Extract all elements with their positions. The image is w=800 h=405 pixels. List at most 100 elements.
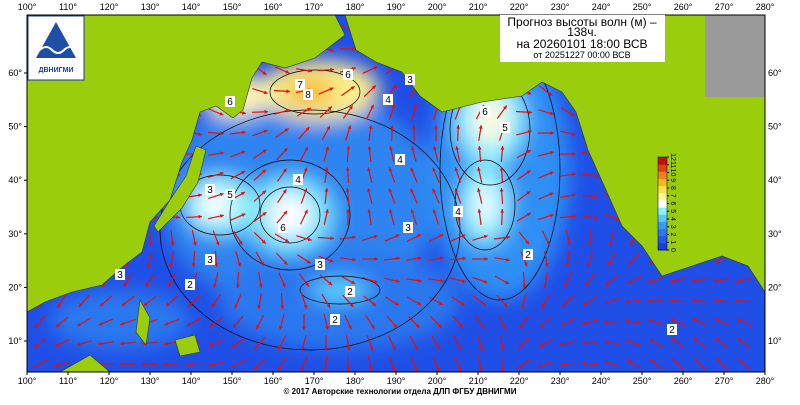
lon-label-top: 260° bbox=[674, 2, 693, 12]
lon-label-bottom: 210° bbox=[469, 376, 488, 386]
colorbar-segment bbox=[658, 214, 667, 222]
colorbar-segment bbox=[658, 229, 667, 237]
lon-label-bottom: 100° bbox=[18, 376, 37, 386]
colorbar-label: 9 bbox=[669, 178, 676, 182]
map-area: 8 6 7 6 4 3 5 3 6 4 3 2 3 2 6 5 4 4 3 2 2 3 2 bbox=[27, 15, 765, 372]
lat-label-right: 10° bbox=[768, 336, 782, 346]
colorbar-segment bbox=[658, 207, 667, 215]
lon-label-top: 200° bbox=[428, 2, 447, 12]
contour-label: 2 bbox=[525, 250, 531, 261]
contour-label: 3 bbox=[207, 255, 213, 266]
contour-label: 2 bbox=[187, 280, 193, 291]
lat-label-left: 60° bbox=[8, 68, 22, 78]
lon-label-top: 150° bbox=[223, 2, 242, 12]
colorbar-label: 6 bbox=[669, 202, 676, 206]
colorbar-segment bbox=[658, 164, 667, 172]
colorbar-segment bbox=[658, 221, 667, 229]
lon-label-top: 110° bbox=[59, 2, 77, 12]
lat-label-right: 50° bbox=[768, 122, 782, 132]
lon-label-bottom: 230° bbox=[551, 376, 570, 386]
lat-label-left: 10° bbox=[8, 336, 22, 346]
contour-label: 3 bbox=[407, 75, 413, 86]
contour-label: 2 bbox=[669, 325, 675, 336]
colorbar-label: 5 bbox=[669, 209, 676, 213]
no-data-area bbox=[705, 15, 765, 97]
lon-label-bottom: 160° bbox=[264, 376, 283, 386]
colorbar-segment bbox=[658, 186, 667, 194]
title-box: Прогноз высоты волн (м) – 138ч. на 20260… bbox=[500, 15, 665, 62]
colorbar-segment bbox=[658, 236, 667, 244]
lon-label-bottom: 280° bbox=[756, 376, 775, 386]
lon-label-top: 140° bbox=[182, 2, 201, 12]
lon-label-bottom: 140° bbox=[182, 376, 201, 386]
contour-label: 3 bbox=[117, 270, 123, 281]
contour-label: 6 bbox=[227, 97, 233, 108]
colorbar-label: 1 bbox=[669, 240, 676, 244]
contour-label: 4 bbox=[385, 95, 391, 106]
logo: ДВНИГМИ bbox=[28, 16, 84, 80]
contour-label: 8 bbox=[305, 90, 311, 101]
lat-label-right: 40° bbox=[768, 175, 782, 185]
contour-label: 6 bbox=[345, 70, 351, 81]
contour-label: 6 bbox=[482, 107, 488, 118]
lon-label-bottom: 260° bbox=[674, 376, 693, 386]
colorbar-label: 8 bbox=[669, 186, 676, 190]
colorbar-segment bbox=[658, 157, 667, 165]
colorbar-label: 2 bbox=[669, 233, 676, 237]
colorbar-segment bbox=[658, 200, 667, 208]
contour-label: 2 bbox=[332, 315, 338, 326]
lon-label-top: 190° bbox=[387, 2, 406, 12]
lon-label-bottom: 130° bbox=[141, 376, 160, 386]
colorbar-label: 7 bbox=[669, 194, 676, 198]
lat-label-left: 50° bbox=[8, 122, 22, 132]
lon-label-top: 120° bbox=[100, 2, 119, 12]
lon-label-top: 180° bbox=[346, 2, 365, 12]
lon-label-bottom: 270° bbox=[715, 376, 734, 386]
contour-label: 4 bbox=[455, 207, 461, 218]
logo-text: ДВНИГМИ bbox=[39, 67, 74, 74]
lon-label-bottom: 240° bbox=[592, 376, 611, 386]
lon-label-bottom: 150° bbox=[223, 376, 242, 386]
lon-label-top: 160° bbox=[264, 2, 283, 12]
colorbar-segment bbox=[658, 193, 667, 201]
colorbar-label: 4 bbox=[669, 217, 676, 221]
lon-label-bottom: 250° bbox=[633, 376, 652, 386]
lon-label-top: 230° bbox=[551, 2, 570, 12]
colorbar-segment bbox=[658, 171, 667, 179]
lon-label-top: 210° bbox=[469, 2, 488, 12]
lon-label-bottom: 110° bbox=[59, 376, 77, 386]
issued-time: от 20251227 00:00 ВСВ bbox=[533, 50, 630, 60]
lon-label-bottom: 170° bbox=[305, 376, 324, 386]
contour-label: 2 bbox=[347, 287, 353, 298]
contour-label: 3 bbox=[317, 260, 323, 271]
contour-label: 7 bbox=[297, 80, 303, 91]
lon-label-top: 170° bbox=[305, 2, 324, 12]
lon-label-top: 250° bbox=[633, 2, 652, 12]
contour-label: 3 bbox=[405, 223, 411, 234]
colorbar-label: 12 bbox=[669, 153, 676, 161]
lon-label-top: 280° bbox=[756, 2, 775, 12]
contour-label: 5 bbox=[502, 123, 508, 134]
contour-label: 4 bbox=[397, 155, 403, 166]
lat-label-left: 20° bbox=[8, 282, 22, 292]
lon-label-top: 270° bbox=[715, 2, 734, 12]
contour-label: 3 bbox=[207, 185, 213, 196]
contour-label: 4 bbox=[295, 175, 301, 186]
colorbar-segment bbox=[658, 178, 667, 186]
lat-label-left: 30° bbox=[8, 229, 22, 239]
footer: © 2017 Авторские технологии отдела ДЛП Ф… bbox=[284, 387, 517, 396]
valid-time: на 20260101 18:00 ВСВ bbox=[517, 37, 648, 51]
lon-label-bottom: 180° bbox=[346, 376, 365, 386]
contour-label: 6 bbox=[280, 223, 286, 234]
lon-label-top: 240° bbox=[592, 2, 611, 12]
colorbar-label: 3 bbox=[669, 225, 676, 229]
colorbar-segment bbox=[658, 243, 667, 251]
lon-label-bottom: 120° bbox=[100, 376, 119, 386]
lon-label-top: 130° bbox=[141, 2, 160, 12]
colorbar-label: 11 bbox=[669, 161, 676, 168]
lon-label-top: 100° bbox=[18, 2, 37, 12]
lon-label-bottom: 200° bbox=[428, 376, 447, 386]
lat-label-right: 30° bbox=[768, 229, 782, 239]
lon-label-bottom: 220° bbox=[510, 376, 529, 386]
